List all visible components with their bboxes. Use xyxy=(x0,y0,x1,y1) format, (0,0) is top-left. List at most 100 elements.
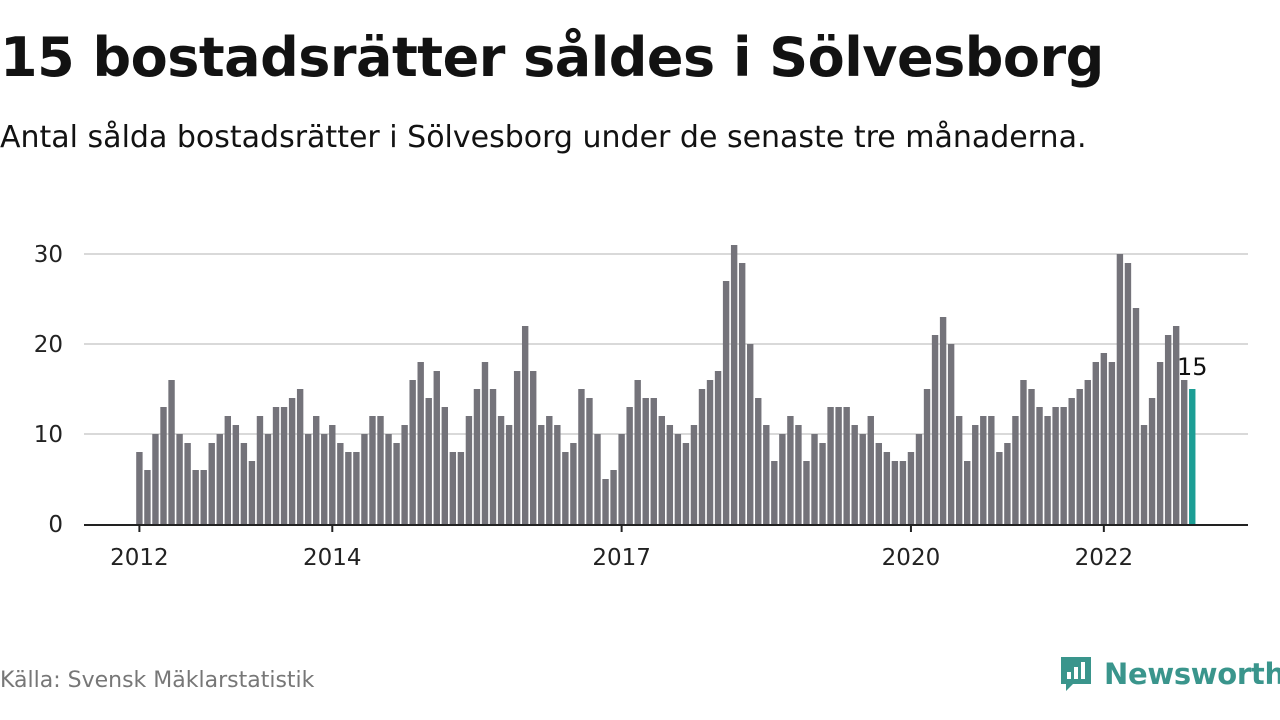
chart-subtitle: Antal sålda bostadsrätter i Sölvesborg u… xyxy=(0,120,1087,155)
bar xyxy=(1164,335,1172,524)
bar xyxy=(192,470,199,524)
bar xyxy=(313,416,320,524)
bar xyxy=(329,425,336,524)
bar-latest xyxy=(1189,389,1196,524)
bar xyxy=(393,443,400,524)
bar xyxy=(1124,263,1132,524)
bar xyxy=(988,416,995,524)
bar xyxy=(1148,398,1156,524)
bar xyxy=(562,452,569,524)
bar xyxy=(626,407,633,524)
bar xyxy=(441,407,449,524)
bar xyxy=(996,452,1003,524)
bar xyxy=(755,398,762,524)
bar xyxy=(160,407,167,524)
bar xyxy=(795,425,802,524)
bar xyxy=(546,416,553,524)
bar xyxy=(602,479,609,524)
bar xyxy=(136,452,143,524)
bar xyxy=(666,425,674,524)
bar xyxy=(915,434,923,524)
y-axis-ticks: 0 10 20 30 xyxy=(34,242,63,538)
bar xyxy=(296,389,304,524)
bar xyxy=(738,263,746,524)
bar xyxy=(1020,380,1027,524)
bar xyxy=(449,452,457,524)
bar xyxy=(1084,380,1091,524)
bar xyxy=(1140,425,1148,524)
bar xyxy=(288,398,296,524)
bar xyxy=(216,434,223,524)
bar xyxy=(369,416,376,524)
bar xyxy=(722,281,730,524)
bar xyxy=(650,398,657,524)
bar xyxy=(417,362,424,524)
bar xyxy=(232,425,240,524)
bars xyxy=(136,245,1196,524)
bar xyxy=(730,245,738,524)
bar xyxy=(698,389,706,524)
bar xyxy=(1156,362,1164,524)
bar xyxy=(457,452,465,524)
bar xyxy=(240,443,248,524)
brand-name: Newsworthy xyxy=(1104,657,1280,691)
bar xyxy=(280,407,288,524)
bar xyxy=(980,416,987,524)
y-tick-label: 0 xyxy=(48,512,63,538)
bar xyxy=(771,461,778,524)
source-note: Källa: Svensk Mäklarstatistik xyxy=(0,668,315,693)
bar xyxy=(578,389,585,524)
bar xyxy=(152,434,159,524)
bar xyxy=(803,461,810,524)
bar xyxy=(272,407,280,524)
bar xyxy=(361,434,368,524)
bar xyxy=(682,443,690,524)
bar xyxy=(1132,308,1140,524)
y-tick-label: 10 xyxy=(34,422,63,448)
bar xyxy=(208,443,215,524)
bar xyxy=(1036,407,1043,524)
bar xyxy=(264,434,272,524)
bar xyxy=(497,416,505,524)
bar xyxy=(409,380,416,524)
bar xyxy=(304,434,312,524)
bar xyxy=(1012,416,1019,524)
bar xyxy=(489,389,497,524)
bar xyxy=(1060,407,1067,524)
bar xyxy=(867,416,874,524)
bar xyxy=(690,425,698,524)
bar xyxy=(513,371,521,524)
bar xyxy=(425,398,432,524)
bar xyxy=(787,416,794,524)
bar xyxy=(554,425,561,524)
bar xyxy=(642,398,649,524)
newsworthy-logo[interactable]: Newsworthy xyxy=(1058,654,1280,694)
bar xyxy=(883,452,891,524)
bar xyxy=(811,434,818,524)
x-tick-label: 2014 xyxy=(303,545,362,571)
x-tick-label: 2012 xyxy=(110,545,169,571)
bar xyxy=(714,371,722,524)
bar xyxy=(827,407,834,524)
bar xyxy=(1100,353,1108,524)
bar xyxy=(385,434,392,524)
bar xyxy=(610,470,617,524)
bar xyxy=(618,434,625,524)
bar xyxy=(891,461,899,524)
y-tick-label: 20 xyxy=(34,332,63,358)
bar xyxy=(1092,362,1099,524)
x-tick-label: 2022 xyxy=(1075,545,1134,571)
bar xyxy=(248,461,256,524)
bar xyxy=(401,425,408,524)
bar xyxy=(586,398,593,524)
bar xyxy=(1076,389,1083,524)
bar xyxy=(875,443,882,524)
bar xyxy=(634,380,641,524)
bar xyxy=(1181,380,1188,524)
bar xyxy=(1004,443,1011,524)
bar xyxy=(570,443,577,524)
bar xyxy=(353,452,360,524)
bar xyxy=(538,425,545,524)
bar xyxy=(859,434,866,524)
bar xyxy=(377,416,384,524)
